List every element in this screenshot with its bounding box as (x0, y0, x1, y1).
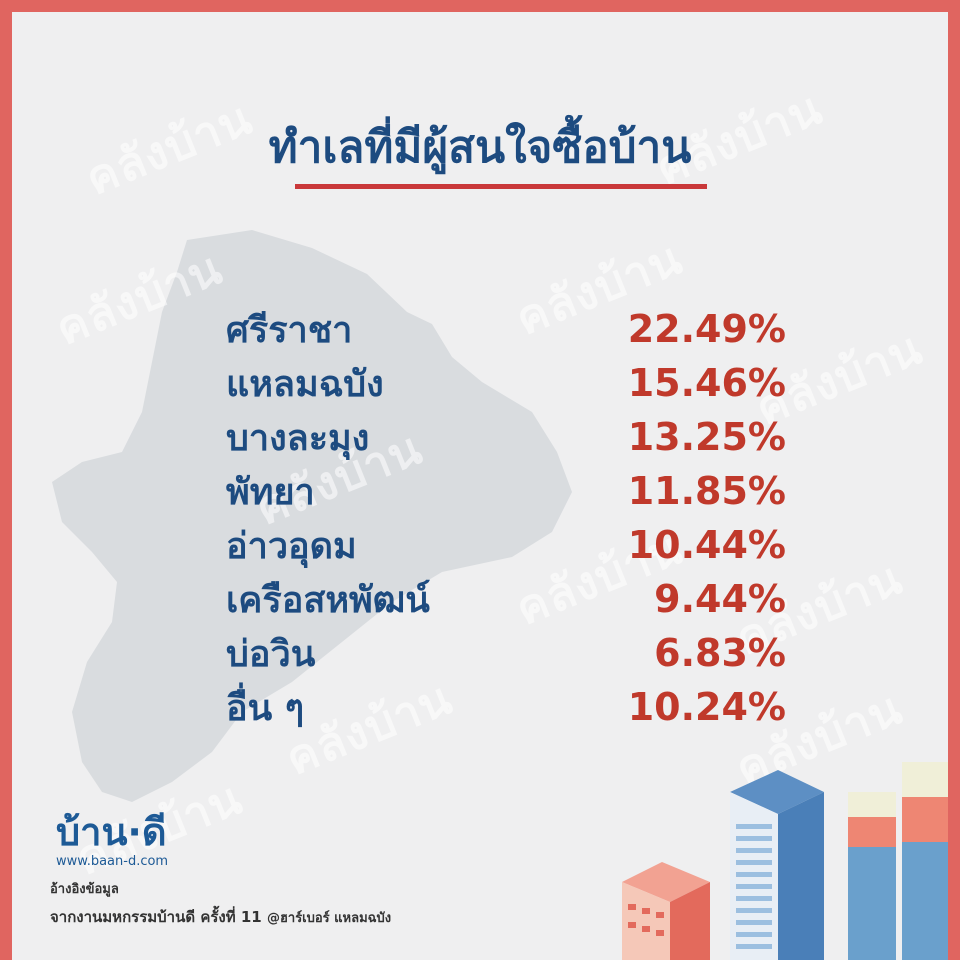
location-name: เครือสหพัฒน์ (226, 579, 430, 621)
list-item: อ่าวอุดม 10.44% (226, 518, 786, 572)
source-location: @ฮาร์เบอร์ แหลมฉบัง (266, 911, 392, 926)
list-item: แหลมฉบัง 15.46% (226, 356, 786, 410)
list-item: ศรีราชา 22.49% (226, 302, 786, 356)
logo-wordmark: บ้าน·ดี (56, 810, 167, 854)
buildings-illustration (622, 762, 948, 960)
location-percent: 10.24% (627, 685, 786, 729)
location-percent: 9.44% (654, 577, 786, 621)
location-percent: 15.46% (627, 361, 786, 405)
location-name: ศรีราชา (226, 309, 353, 351)
infographic-card: คลังบ้าน คลังบ้าน คลังบ้าน คลังบ้าน คลัง… (12, 12, 948, 960)
location-name: พัทยา (226, 471, 315, 513)
location-percent: 22.49% (627, 307, 786, 351)
list-item: เครือสหพัฒน์ 9.44% (226, 572, 786, 626)
page-title: ทำเลที่มีผู้สนใจซื้อบ้าน (268, 122, 692, 173)
location-percent: 13.25% (627, 415, 786, 459)
location-name: บ่อวิน (226, 633, 316, 675)
location-list: ศรีราชา 22.49% แหลมฉบัง 15.46% บางละมุง 13.… (226, 302, 786, 734)
location-name: อ่าวอุดม (226, 525, 357, 567)
source-text-line: จากงานมหกรรมบ้านดี ครั้งที่ 11 @ฮาร์เบอร… (50, 905, 391, 929)
source-text: จากงานมหกรรมบ้านดี ครั้งที่ 11 (50, 908, 262, 926)
location-percent: 11.85% (627, 469, 786, 513)
location-name: อื่น ๆ (226, 687, 305, 729)
list-item: บ่อวิน 6.83% (226, 626, 786, 680)
location-name: บางละมุง (226, 417, 370, 459)
district-map-shape (52, 230, 572, 802)
brand-logo: บ้าน·ดี www.baan-d.com (56, 812, 168, 869)
list-item: พัทยา 11.85% (226, 464, 786, 518)
list-item: อื่น ๆ 10.24% (226, 680, 786, 734)
source-note: อ้างอิงข้อมูล จากงานมหกรรมบ้านดี ครั้งที… (50, 878, 391, 929)
source-label: อ้างอิงข้อมูล (50, 882, 119, 897)
logo-url: www.baan-d.com (56, 854, 169, 869)
list-item: บางละมุง 13.25% (226, 410, 786, 464)
location-percent: 6.83% (654, 631, 786, 675)
location-percent: 10.44% (627, 523, 786, 567)
title-underline (295, 184, 707, 189)
location-name: แหลมฉบัง (226, 363, 384, 405)
